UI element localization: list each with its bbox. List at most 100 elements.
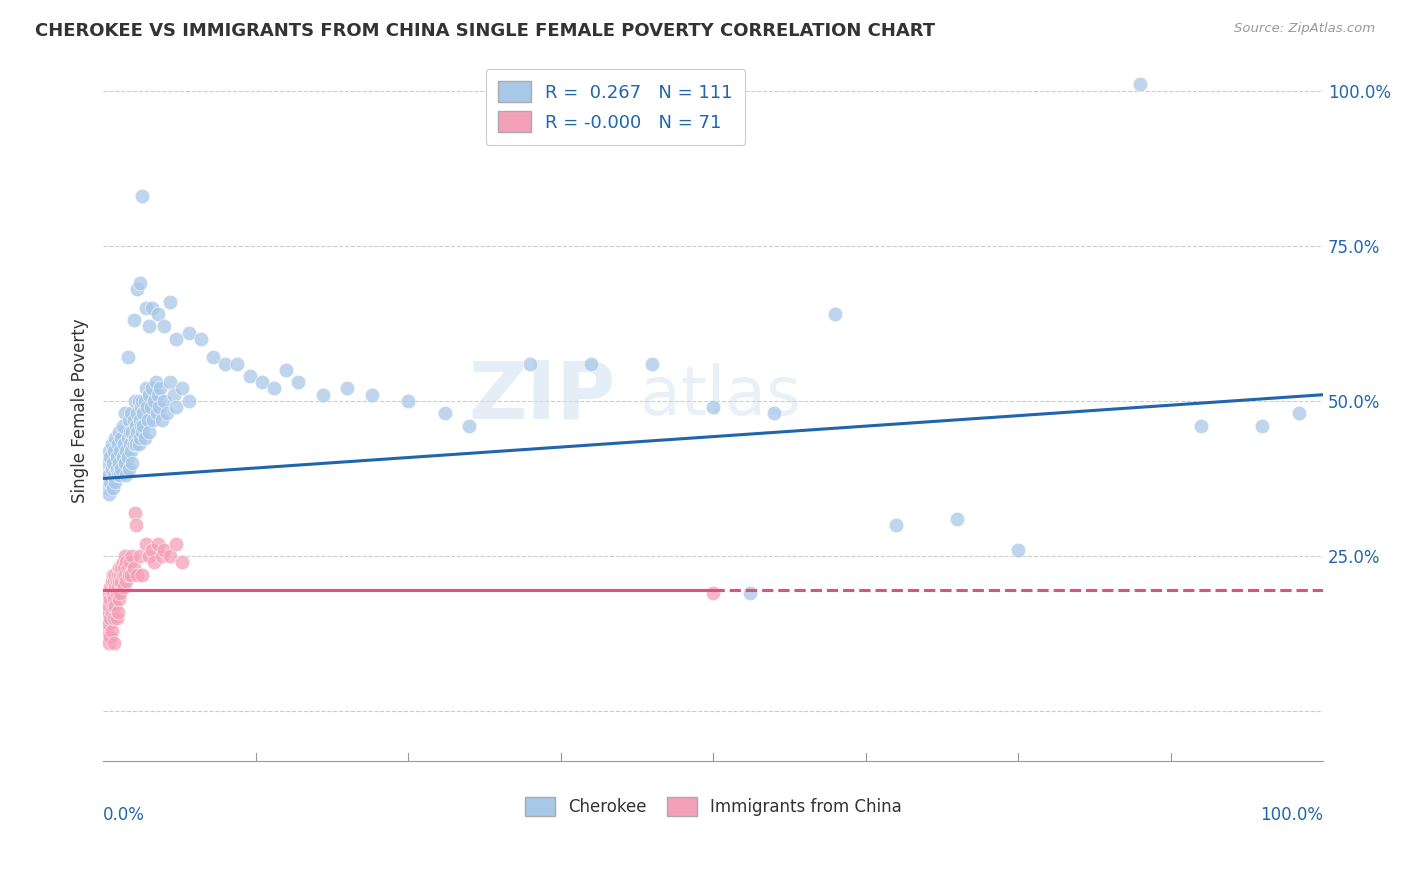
- Point: [128, 437, 150, 451]
- Point: [122, 412, 145, 426]
- Point: [177, 393, 200, 408]
- Point: [312, 387, 335, 401]
- Point: [101, 481, 124, 495]
- Point: [114, 406, 136, 420]
- Point: [110, 462, 132, 476]
- Point: [101, 567, 124, 582]
- Point: [97, 605, 120, 619]
- Point: [103, 443, 125, 458]
- Point: [100, 630, 122, 644]
- Point: [108, 425, 131, 439]
- Point: [94, 599, 117, 613]
- Point: [150, 412, 173, 426]
- Point: [100, 605, 122, 619]
- Point: [172, 555, 194, 569]
- Point: [98, 586, 121, 600]
- Point: [122, 561, 145, 575]
- Point: [135, 382, 157, 396]
- Point: [115, 443, 138, 458]
- Point: [149, 382, 172, 396]
- Text: atlas: atlas: [640, 363, 801, 429]
- Point: [112, 437, 135, 451]
- Point: [100, 437, 122, 451]
- Point: [201, 351, 224, 365]
- Point: [128, 549, 150, 563]
- Point: [98, 487, 121, 501]
- Point: [104, 431, 127, 445]
- Point: [141, 301, 163, 315]
- Point: [104, 567, 127, 582]
- Point: [250, 376, 273, 390]
- Point: [121, 425, 143, 439]
- Point: [114, 456, 136, 470]
- Point: [96, 624, 118, 638]
- Point: [702, 586, 724, 600]
- Point: [143, 555, 166, 569]
- Point: [100, 592, 122, 607]
- Point: [101, 586, 124, 600]
- Point: [134, 393, 156, 408]
- Point: [100, 462, 122, 476]
- Point: [117, 431, 139, 445]
- Point: [111, 450, 134, 464]
- Point: [117, 351, 139, 365]
- Point: [110, 561, 132, 575]
- Point: [98, 468, 121, 483]
- Point: [111, 418, 134, 433]
- Point: [100, 611, 122, 625]
- Point: [110, 431, 132, 445]
- Point: [114, 549, 136, 563]
- Point: [138, 319, 160, 334]
- Point: [159, 549, 181, 563]
- Point: [132, 418, 155, 433]
- Point: [112, 580, 135, 594]
- Point: [131, 567, 153, 582]
- Point: [108, 456, 131, 470]
- Point: [98, 599, 121, 613]
- Point: [115, 468, 138, 483]
- Point: [114, 567, 136, 582]
- Point: [139, 400, 162, 414]
- Point: [98, 443, 121, 458]
- Point: [138, 549, 160, 563]
- Point: [97, 456, 120, 470]
- Point: [148, 400, 170, 414]
- Point: [135, 536, 157, 550]
- Point: [165, 536, 187, 550]
- Point: [124, 393, 146, 408]
- Point: [124, 506, 146, 520]
- Text: 0.0%: 0.0%: [103, 806, 145, 824]
- Point: [141, 542, 163, 557]
- Point: [103, 611, 125, 625]
- Point: [105, 611, 128, 625]
- Point: [127, 567, 149, 582]
- Point: [214, 357, 236, 371]
- Point: [226, 357, 249, 371]
- Point: [128, 431, 150, 445]
- Point: [107, 605, 129, 619]
- Point: [136, 400, 159, 414]
- Point: [153, 319, 176, 334]
- Point: [128, 393, 150, 408]
- Point: [146, 307, 169, 321]
- Point: [96, 611, 118, 625]
- Point: [1129, 78, 1152, 92]
- Point: [702, 400, 724, 414]
- Point: [131, 425, 153, 439]
- Point: [125, 418, 148, 433]
- Point: [138, 387, 160, 401]
- Point: [104, 580, 127, 594]
- Point: [117, 561, 139, 575]
- Point: [103, 574, 125, 588]
- Point: [121, 549, 143, 563]
- Point: [120, 567, 142, 582]
- Point: [112, 561, 135, 575]
- Point: [458, 418, 481, 433]
- Point: [146, 536, 169, 550]
- Point: [946, 512, 969, 526]
- Point: [97, 592, 120, 607]
- Point: [128, 276, 150, 290]
- Y-axis label: Single Female Poverty: Single Female Poverty: [72, 318, 89, 502]
- Point: [159, 294, 181, 309]
- Point: [132, 406, 155, 420]
